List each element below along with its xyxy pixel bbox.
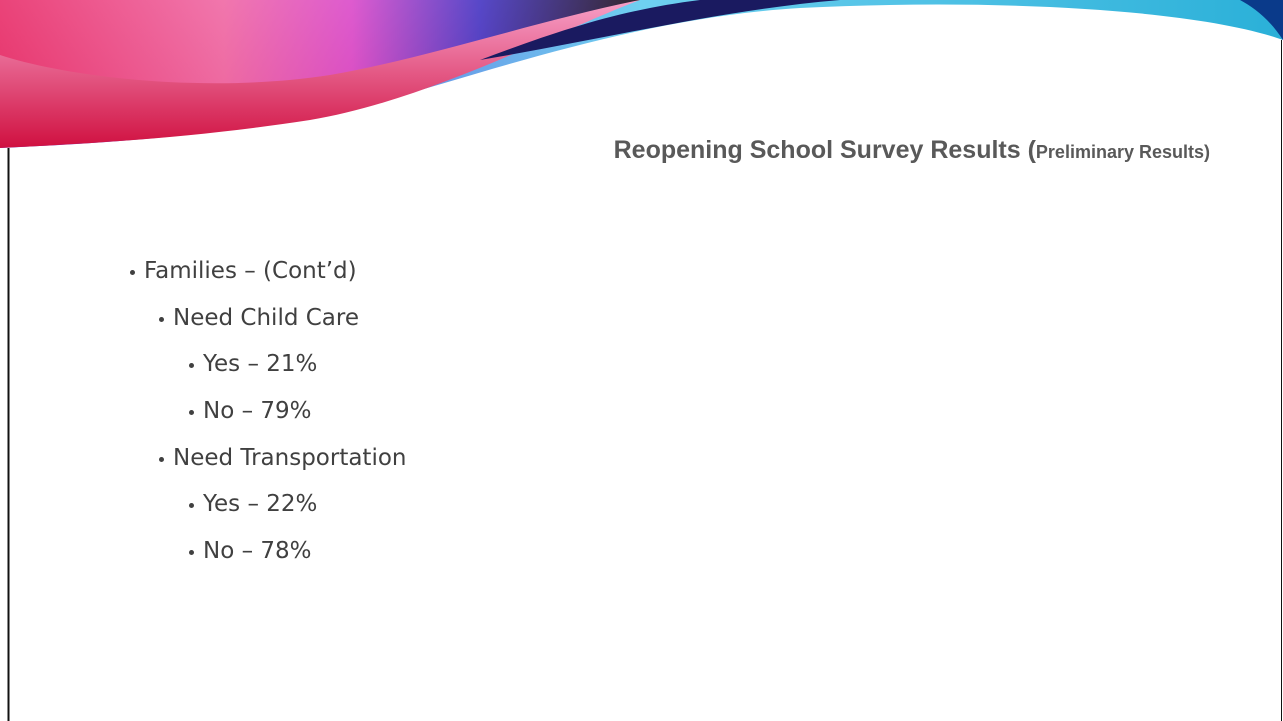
bullet-level-3: Yes – 21%	[189, 341, 407, 388]
bullet-level-3: Yes – 22%	[189, 481, 407, 528]
bullet-level-1: Families – (Cont’d)	[130, 248, 407, 295]
title-main: Reopening School Survey Results (	[613, 136, 1036, 164]
bullet-level-3: No – 79%	[189, 388, 407, 435]
title-sub: Preliminary Results)	[1035, 142, 1210, 162]
slide-title: Reopening School Survey Results (Prelimi…	[400, 136, 1210, 165]
bullet-level-3: No – 78%	[189, 528, 407, 575]
bullet-level-2: Need Transportation	[159, 435, 407, 482]
bullet-list: Families – (Cont’d) Need Child Care Yes – …	[130, 248, 407, 575]
bullet-level-2: Need Child Care	[159, 295, 407, 342]
